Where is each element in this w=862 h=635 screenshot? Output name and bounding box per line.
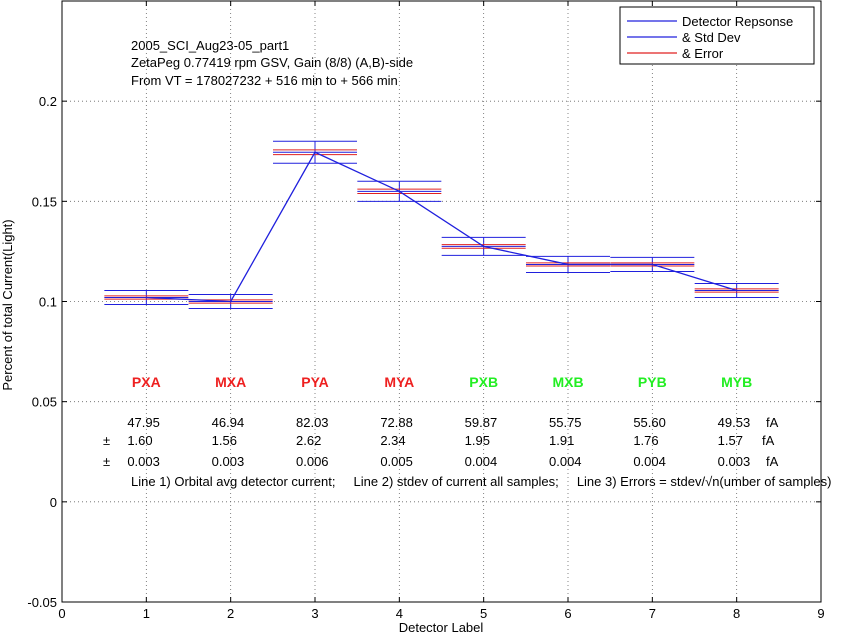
x-tick-label: 4	[396, 606, 403, 621]
y-axis-label: Percent of total Current(Light)	[0, 219, 15, 390]
detector-error-pyb: 0.004	[633, 454, 666, 469]
detector-label-pya: PYA	[301, 374, 329, 390]
footnote: Line 1) Orbital avg detector current; Li…	[131, 474, 831, 489]
pm-symbol-stdev: ±	[103, 433, 110, 448]
detector-label-mya: MYA	[384, 374, 414, 390]
detector-table: PXA 47.95 1.60 0.003 MXA 46.94 1.56 0.003 PYA 82.…	[103, 374, 779, 469]
legend-label-response: Detector Repsonse	[682, 14, 793, 29]
detector-label-mxb: MXB	[552, 374, 583, 390]
header-line-2: ZetaPeg 0.77419 rpm GSV, Gain (8/8) (A,B…	[131, 55, 413, 70]
error-bars	[104, 140, 779, 310]
header-line-1: 2005_SCI_Aug23-05_part1	[131, 38, 289, 53]
x-tick-label: 3	[311, 606, 318, 621]
error-bar-group-myb	[694, 282, 779, 298]
unit-error: fA	[766, 454, 779, 469]
pm-symbol-error: ±	[103, 454, 110, 469]
x-tick-label: 7	[649, 606, 656, 621]
detector-current-mya: 72.88	[380, 415, 413, 430]
error-bar-group-pya	[273, 140, 357, 164]
unit-current: fA	[766, 415, 779, 430]
detector-current-pyb: 55.60	[633, 415, 666, 430]
x-tick-label: 5	[480, 606, 487, 621]
detector-error-mya: 0.005	[380, 454, 413, 469]
detector-stdev-pya: 2.62	[296, 433, 321, 448]
y-tick-label: 0.05	[32, 395, 57, 410]
x-tick-label: 1	[143, 606, 150, 621]
detector-stdev-pyb: 1.76	[633, 433, 658, 448]
detector-label-pxb: PXB	[469, 374, 498, 390]
y-tick-label: 0	[50, 495, 57, 510]
unit-stdev: fA	[762, 433, 775, 448]
header-line-3: From VT = 178027232 + 516 min to + 566 m…	[131, 73, 398, 88]
detector-stdev-mya: 2.34	[380, 433, 405, 448]
detector-stdev-pxa: 1.60	[127, 433, 152, 448]
y-tick-label: 0.2	[39, 94, 57, 109]
detector-error-myb: 0.003	[718, 454, 751, 469]
legend-label-error: & Error	[682, 46, 724, 61]
detector-stdev-mxb: 1.91	[549, 433, 574, 448]
x-tick-label: 8	[733, 606, 740, 621]
detector-label-mxa: MXA	[215, 374, 246, 390]
detector-current-myb: 49.53	[718, 415, 751, 430]
detector-stdev-myb: 1.57	[718, 433, 743, 448]
detector-stdev-pxb: 1.95	[465, 433, 490, 448]
detector-response-line	[146, 151, 737, 303]
detector-error-pxa: 0.003	[127, 454, 160, 469]
detector-stdev-mxa: 1.56	[212, 433, 237, 448]
grid-lines	[62, 1, 821, 602]
x-tick-label: 2	[227, 606, 234, 621]
detector-error-mxa: 0.003	[212, 454, 245, 469]
detector-label-pxa: PXA	[132, 374, 161, 390]
x-tick-label: 9	[817, 606, 824, 621]
plot-frame	[61, 0, 822, 603]
x-tick-label: 0	[58, 606, 65, 621]
detector-current-pxb: 59.87	[465, 415, 498, 430]
y-tick-label: 0.15	[32, 194, 57, 209]
x-axis-label: Detector Label	[399, 620, 484, 635]
detector-error-mxb: 0.004	[549, 454, 582, 469]
y-tick-label: 0.1	[39, 295, 57, 310]
plot-background	[62, 1, 821, 602]
detector-label-myb: MYB	[721, 374, 752, 390]
detector-error-pya: 0.006	[296, 454, 329, 469]
detector-label-pyb: PYB	[638, 374, 667, 390]
legend-label-stddev: & Std Dev	[682, 30, 741, 45]
detector-error-pxb: 0.004	[465, 454, 498, 469]
detector-current-mxb: 55.75	[549, 415, 582, 430]
detector-current-pya: 82.03	[296, 415, 329, 430]
legend: Detector Repsonse & Std Dev & Error	[619, 6, 815, 65]
x-tick-label: 6	[564, 606, 571, 621]
y-tick-label: -0.05	[27, 595, 57, 610]
detector-current-pxa: 47.95	[127, 415, 160, 430]
legend-box	[619, 6, 815, 65]
header-text: 2005_SCI_Aug23-05_part1 ZetaPeg 0.77419 …	[131, 38, 413, 88]
detector-current-mxa: 46.94	[212, 415, 245, 430]
